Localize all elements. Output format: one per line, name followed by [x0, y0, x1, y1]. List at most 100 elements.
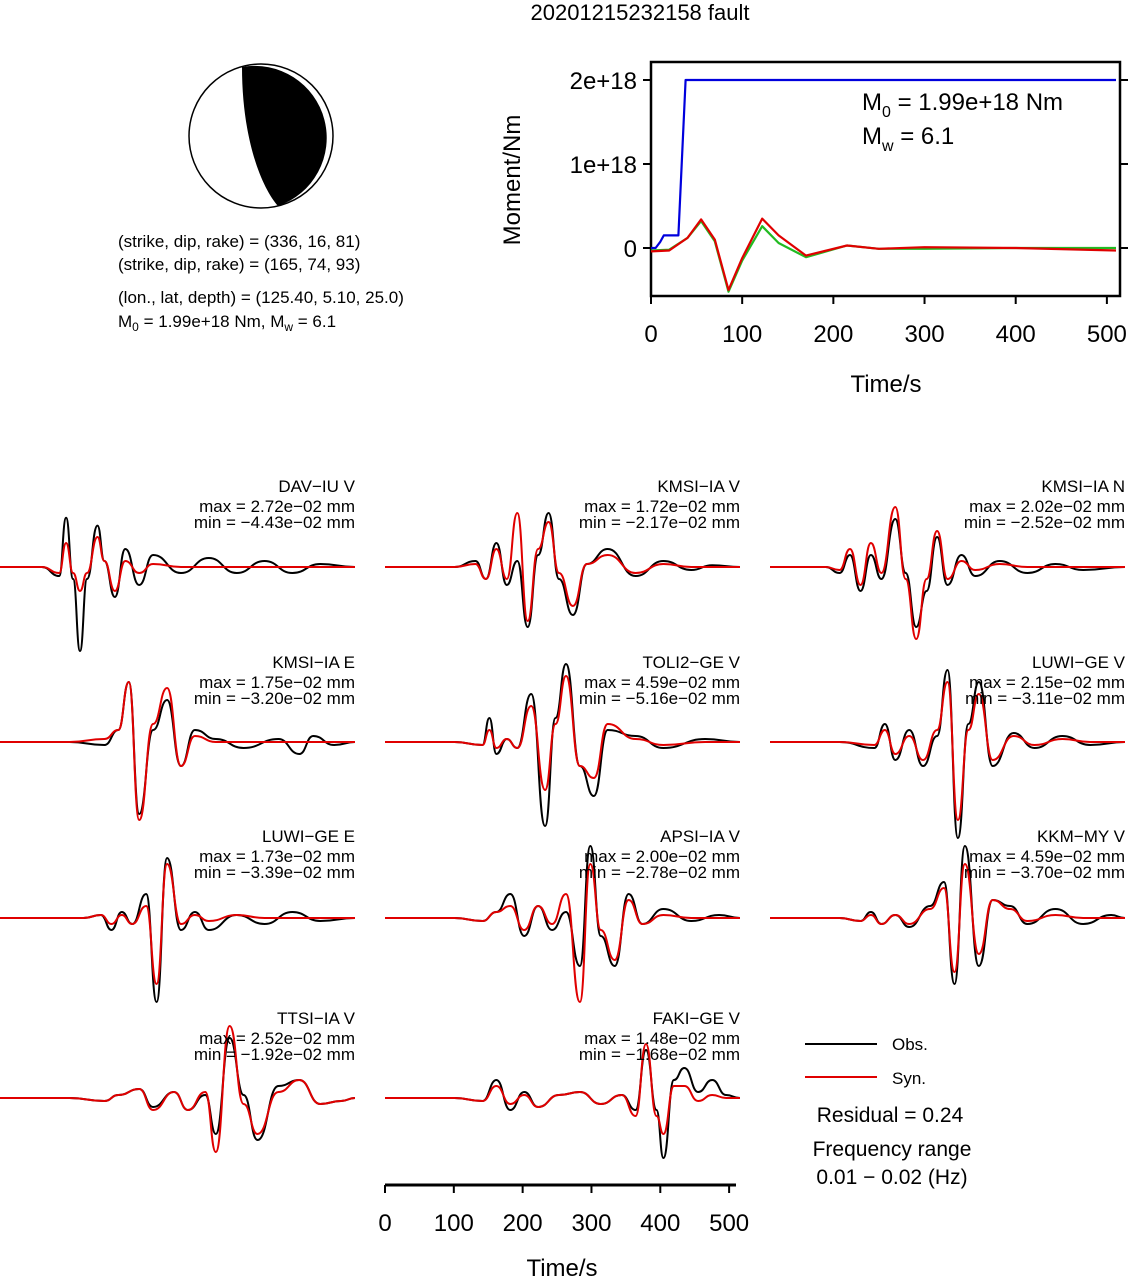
residual-text: Residual = 0.24: [817, 1104, 964, 1127]
moment-x-tick-label: 200: [813, 321, 853, 348]
moment-rate-panel: 0 1e+18 2e+18 0 100 200 300 400 500 Moment/Nm T…: [499, 60, 1128, 398]
station-label: LUWI−GE V: [1032, 653, 1126, 672]
frequency-range-value: 0.01 − 0.02 (Hz): [816, 1166, 967, 1189]
moment-m0-annotation: M0 = 1.99e+18 Nm: [862, 89, 1063, 121]
synthetic-waveform: [770, 862, 1125, 974]
waveform-x-tick-label: 0: [378, 1210, 391, 1237]
moment-mw-prefix: M: [862, 123, 882, 150]
figure-title: 20201215232158 fault: [531, 0, 750, 25]
station-min: min = −4.43e−02 mm: [194, 513, 355, 532]
synthetic-waveform: [0, 862, 355, 986]
moment-x-label: Time/s: [850, 371, 921, 398]
synthetic-waveform: [769, 680, 1125, 822]
moment-y-tick-label: 0: [624, 236, 637, 263]
waveform-x-axis: 0 100 200 300 400 500: [378, 1183, 749, 1237]
station-label: KMSI−IA V: [657, 477, 740, 496]
beachball-compressional-quadrant: [242, 65, 327, 206]
station-max: max = 2.52e−02 mm: [199, 1029, 355, 1048]
moment-x-axis: 0 100 200 300 400 500: [644, 296, 1127, 348]
moment-x-tick-label: 100: [722, 321, 762, 348]
station-max: max = 1.72e−02 mm: [584, 497, 740, 516]
moment-m0-text: = 1.99e+18 Nm: [891, 89, 1063, 116]
station-label: DAV−IU V: [278, 477, 355, 496]
waveform-x-tick-label: 400: [640, 1210, 680, 1237]
station-min: min = −3.11e−02 mm: [965, 689, 1125, 708]
station-label: TTSI−IA V: [277, 1009, 356, 1028]
observed-waveform: [385, 1048, 741, 1160]
station-label: LUWI−GE E: [262, 827, 355, 846]
station-max: max = 2.00e−02 mm: [584, 847, 740, 866]
station-label: FAKI−GE V: [653, 1009, 741, 1028]
synthetic-waveform: [384, 674, 740, 792]
moment-x-tick-label: 500: [1087, 321, 1127, 348]
moment-y-tick-label: 1e+18: [570, 152, 637, 179]
waveform-x-tick-label: 200: [503, 1210, 543, 1237]
moment-y-axis: 0 1e+18 2e+18: [570, 68, 1128, 263]
station-min: min = −2.52e−02 mm: [964, 513, 1125, 532]
station-min: min = −3.70e−02 mm: [964, 863, 1125, 882]
synthetic-waveform: [385, 511, 740, 623]
legend: Obs. Syn.: [805, 1035, 928, 1088]
focal-m0-text: = 1.99e+18 Nm, M: [139, 312, 285, 331]
station-min: min = −5.16e−02 mm: [579, 689, 740, 708]
synthetic-waveform: [0, 680, 355, 822]
focal-nodal-plane-1: (strike, dip, rake) = (336, 16, 81): [118, 232, 360, 251]
legend-obs-label: Obs.: [892, 1035, 928, 1054]
focal-mechanism-beachball: [188, 63, 334, 209]
station-max: max = 1.75e−02 mm: [199, 673, 355, 692]
synthetic-waveform: [0, 535, 355, 593]
station-min: min = −1.92e−02 mm: [194, 1045, 355, 1064]
station-label: KMSI−IA N: [1041, 477, 1125, 496]
focal-moment-line: M0 = 1.99e+18 Nm, Mw = 6.1: [118, 312, 336, 334]
station-label: APSI−IA V: [660, 827, 741, 846]
moment-mw-text: = 6.1: [894, 123, 955, 150]
focal-m0-sub: 0: [132, 320, 139, 334]
station-max: max = 4.59e−02 mm: [969, 847, 1125, 866]
moment-function-line: [651, 78, 1116, 250]
moment-plot-frame: [649, 60, 1122, 298]
station-min: min = −3.20e−02 mm: [194, 689, 355, 708]
observed-waveform: [0, 516, 356, 653]
moment-mw-annotation: Mw = 6.1: [862, 123, 954, 155]
waveform-x-tick-label: 100: [434, 1210, 474, 1237]
synthetic-waveform: [0, 1024, 356, 1154]
station-min: min = −1.68e−02 mm: [579, 1045, 740, 1064]
station-label: KKM−MY V: [1037, 827, 1126, 846]
waveform-x-label: Time/s: [526, 1255, 597, 1281]
station-min: min = −2.78e−02 mm: [579, 863, 740, 882]
station-min: min = −3.39e−02 mm: [194, 863, 355, 882]
moment-m0-sub: 0: [882, 104, 891, 121]
observed-waveform: [384, 662, 741, 828]
station-label: KMSI−IA E: [272, 653, 355, 672]
moment-series-group: [650, 78, 1117, 293]
station-label: TOLI2−GE V: [643, 653, 741, 672]
moment-m0-prefix: M: [862, 89, 882, 116]
moment-y-tick-label: 2e+18: [570, 68, 637, 95]
station-max: max = 2.15e−02 mm: [969, 673, 1125, 692]
moment-y-label: Moment/Nm: [499, 115, 526, 246]
moment-red-line: [650, 217, 1117, 292]
moment-x-tick-label: 300: [905, 321, 945, 348]
focal-mw-text: = 6.1: [293, 312, 336, 331]
frequency-range-label: Frequency range: [813, 1138, 972, 1161]
observed-waveform: [770, 844, 1126, 986]
moment-x-tick-label: 400: [996, 321, 1036, 348]
moment-x-tick-label: 0: [644, 321, 657, 348]
moment-mw-sub: w: [881, 138, 894, 155]
waveform-x-tick-label: 500: [709, 1210, 749, 1237]
station-max: max = 2.72e−02 mm: [199, 497, 355, 516]
legend-syn-label: Syn.: [892, 1069, 926, 1088]
station-max: max = 2.02e−02 mm: [969, 497, 1125, 516]
station-max: max = 1.48e−02 mm: [584, 1029, 740, 1048]
waveform-x-tick-label: 300: [571, 1210, 611, 1237]
